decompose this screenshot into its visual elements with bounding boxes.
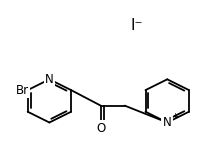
Text: N: N bbox=[163, 116, 172, 129]
Text: I⁻: I⁻ bbox=[130, 18, 143, 33]
Text: O: O bbox=[96, 122, 105, 135]
Text: Br: Br bbox=[16, 84, 29, 97]
Text: +: + bbox=[171, 112, 178, 121]
Text: N: N bbox=[45, 73, 54, 86]
